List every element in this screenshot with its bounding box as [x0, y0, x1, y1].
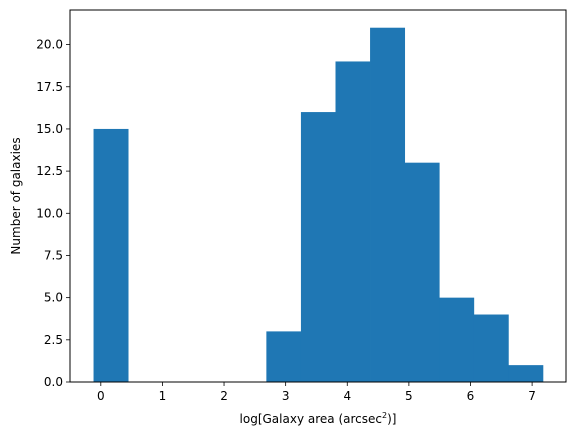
y-axis-ticks: 0.0 2.5 5.0 7.5 10.0 12.5 15.0 17.5 20.0: [36, 38, 70, 389]
x-axis-label-tail: )]: [387, 412, 396, 426]
x-tick-label: 1: [159, 389, 167, 403]
x-axis-label-main: log[Galaxy area (arcsec: [240, 412, 382, 426]
histogram-bar: [266, 331, 302, 382]
histogram-bars: [93, 27, 544, 383]
histogram-bar: [370, 27, 406, 383]
x-tick-label: 4: [343, 389, 351, 403]
x-tick-label: 2: [220, 389, 228, 403]
x-axis-label-superscript: 2: [382, 411, 387, 420]
x-axis-ticks: 0 1 2 3 4 5 6 7: [97, 382, 536, 403]
x-tick-label: 0: [97, 389, 105, 403]
x-tick-label: 5: [405, 389, 413, 403]
plot-frame: [69, 9, 567, 383]
x-tick-label: 7: [528, 389, 536, 403]
histogram-bar: [93, 128, 129, 382]
y-tick-label: 2.5: [44, 333, 63, 347]
histogram-bar: [508, 365, 544, 382]
x-tick-label: 3: [282, 389, 290, 403]
histogram-bar: [335, 61, 371, 383]
y-tick-label: 17.5: [36, 80, 63, 94]
y-tick-label: 5.0: [44, 291, 63, 305]
x-axis-label: log[Galaxy area (arcsec2)]: [240, 411, 397, 426]
x-tick-label: 6: [467, 389, 475, 403]
histogram-bar: [473, 314, 509, 382]
histogram-bar: [404, 162, 440, 382]
histogram-bar: [300, 112, 336, 382]
y-tick-label: 10.0: [36, 206, 63, 220]
y-axis-label: Number of galaxies: [9, 137, 23, 254]
y-tick-label: 12.5: [36, 164, 63, 178]
histogram-bar: [439, 297, 475, 382]
y-tick-label: 0.0: [44, 375, 63, 389]
y-tick-label: 20.0: [36, 38, 63, 52]
y-tick-label: 15.0: [36, 122, 63, 136]
y-tick-label: 7.5: [44, 248, 63, 262]
